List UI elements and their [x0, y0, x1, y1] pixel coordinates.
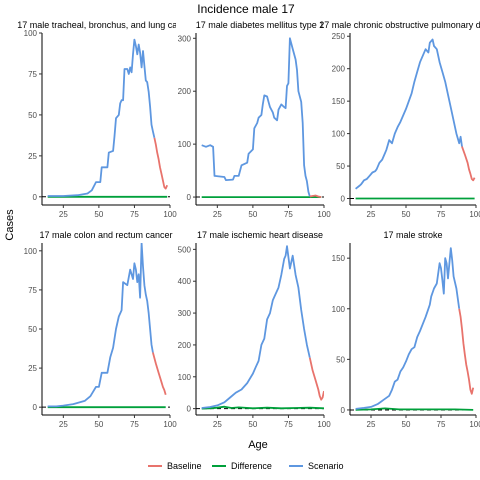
- panel-title: 17 male diabetes mellitus type 2: [196, 20, 325, 30]
- y-tick-label: 100: [332, 130, 346, 139]
- y-tick-label: 100: [24, 29, 38, 38]
- x-tick-label: 100: [163, 210, 177, 219]
- y-tick-label: 150: [332, 97, 346, 106]
- baseline-line: [308, 357, 324, 401]
- y-tick-label: 50: [28, 111, 37, 120]
- y-tick-label: 200: [178, 87, 192, 96]
- x-tick-label: 25: [213, 420, 222, 429]
- x-tick-label: 50: [248, 420, 257, 429]
- y-tick-label: 200: [332, 65, 346, 74]
- y-tick-label: 100: [178, 140, 192, 149]
- y-tick-label: 0: [33, 193, 38, 202]
- y-tick-label: 400: [178, 277, 192, 286]
- x-tick-label: 50: [94, 210, 103, 219]
- legend-item-baseline: Baseline: [148, 461, 202, 471]
- difference-line: [201, 405, 324, 410]
- x-tick-label: 25: [367, 210, 376, 219]
- y-tick-label: 300: [178, 309, 192, 318]
- x-tick-label: 75: [437, 210, 446, 219]
- y-tick-label: 0: [341, 406, 346, 415]
- x-tick-label: 100: [163, 420, 177, 429]
- y-tick-label: 0: [33, 403, 38, 412]
- scenario-line: [355, 247, 461, 410]
- y-tick-label: 0: [187, 193, 192, 202]
- baseline-line: [309, 194, 322, 198]
- x-tick-label: 75: [437, 420, 446, 429]
- x-tick-label: 50: [402, 420, 411, 429]
- scenario-line: [47, 38, 156, 197]
- legend-label: Difference: [231, 461, 272, 471]
- x-tick-label: 25: [59, 210, 68, 219]
- panels: 17 male tracheal, bronchus, and lung can…: [17, 20, 480, 429]
- y-tick-label: 0: [341, 195, 346, 204]
- scenario-line: [201, 37, 311, 197]
- x-tick-label: 100: [469, 420, 480, 429]
- panel-2: 17 male diabetes mellitus type 2 0 100 200 3…: [178, 20, 332, 219]
- y-tick-label: 250: [332, 32, 346, 41]
- baseline-line: [153, 137, 169, 190]
- y-tick-label: 75: [28, 286, 37, 295]
- x-tick-label: 75: [130, 420, 139, 429]
- x-tick-label: 25: [367, 420, 376, 429]
- x-axis-label: Age: [248, 439, 268, 451]
- x-tick-label: 100: [317, 210, 331, 219]
- chart-title: Incidence male 17: [197, 2, 295, 16]
- x-tick-label: 25: [59, 420, 68, 429]
- x-tick-label: 50: [248, 210, 257, 219]
- y-tick-label: 50: [336, 355, 345, 364]
- scenario-line: [355, 38, 463, 190]
- panel-title: 17 male stroke: [383, 230, 442, 240]
- panel-1: 17 male tracheal, bronchus, and lung can…: [17, 20, 195, 219]
- legend-label: Baseline: [167, 461, 202, 471]
- difference-line: [355, 407, 474, 411]
- scenario-line: [201, 245, 311, 409]
- y-tick-label: 300: [178, 34, 192, 43]
- y-tick-label: 150: [332, 254, 346, 263]
- legend-label: Scenario: [308, 461, 344, 471]
- panel-title: 17 male ischemic heart disease: [197, 230, 323, 240]
- panel-5: 17 male ischemic heart disease 0 100 200 300…: [178, 230, 332, 429]
- scenario-line: [47, 243, 154, 408]
- panel-title: 17 male chronic obstructive pulmonary di…: [319, 20, 480, 30]
- y-tick-label: 100: [24, 247, 38, 256]
- x-tick-label: 50: [94, 420, 103, 429]
- panel-3: 17 male chronic obstructive pulmonary di…: [319, 20, 480, 219]
- y-tick-label: 0: [187, 405, 192, 414]
- x-tick-label: 100: [317, 420, 331, 429]
- y-axis-label: Cases: [4, 209, 16, 241]
- panel-6: 17 male stroke 0 50 100 150 25 50 75 100: [332, 230, 480, 429]
- panel-title: 17 male tracheal, bronchus, and lung can…: [17, 20, 195, 30]
- y-tick-label: 50: [336, 162, 345, 171]
- legend-item-scenario: Scenario: [289, 461, 344, 471]
- baseline-line: [458, 308, 475, 395]
- panel-4: 17 male colon and rectum cancer 0 25 50 75 10…: [24, 230, 178, 429]
- y-tick-label: 100: [332, 305, 346, 314]
- y-tick-label: 500: [178, 245, 192, 254]
- y-tick-label: 25: [28, 364, 37, 373]
- x-tick-label: 100: [469, 210, 480, 219]
- legend: Baseline Difference Scenario: [148, 461, 344, 471]
- y-tick-label: 25: [28, 152, 37, 161]
- y-tick-label: 75: [28, 70, 37, 79]
- x-tick-label: 50: [402, 210, 411, 219]
- x-tick-label: 75: [130, 210, 139, 219]
- y-tick-label: 50: [28, 325, 37, 334]
- y-tick-label: 100: [178, 373, 192, 382]
- y-tick-label: 200: [178, 341, 192, 350]
- x-tick-label: 25: [213, 210, 222, 219]
- baseline-line: [461, 146, 476, 182]
- baseline-line: [152, 352, 167, 395]
- panel-title: 17 male colon and rectum cancer: [39, 230, 172, 240]
- x-tick-label: 75: [284, 210, 293, 219]
- legend-item-difference: Difference: [212, 461, 272, 471]
- x-tick-label: 75: [284, 420, 293, 429]
